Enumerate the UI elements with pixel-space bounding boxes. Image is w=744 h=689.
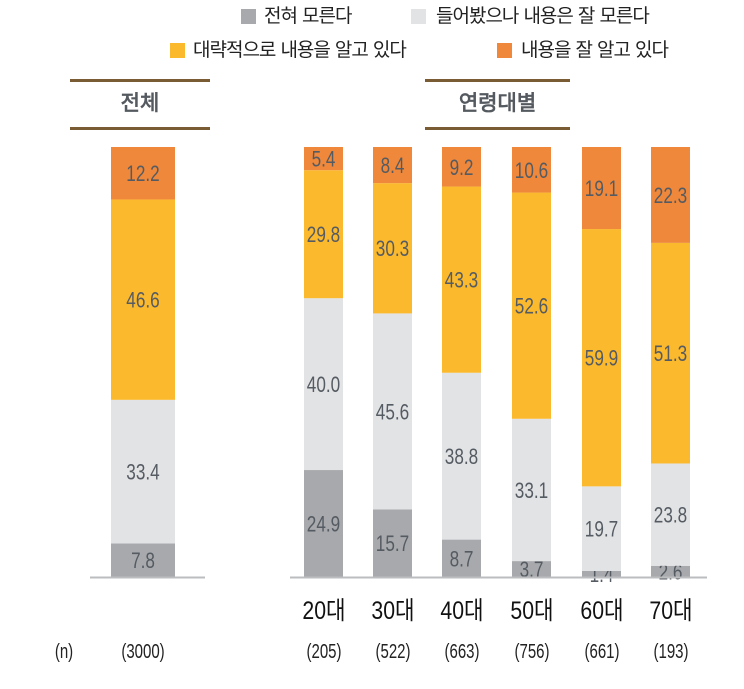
bar-segment: [304, 147, 343, 171]
bar-segment: [512, 418, 551, 562]
legend-swatch-0: [241, 9, 256, 24]
n-value: (205): [305, 641, 342, 663]
bar-segment: [651, 463, 690, 566]
value-label: 19.1: [585, 177, 618, 202]
bar-segment: [442, 539, 481, 577]
value-label: 10.6: [515, 159, 548, 184]
age-header-rule-top: [425, 79, 570, 82]
value-label: 23.8: [654, 504, 687, 529]
value-label: 52.6: [515, 295, 548, 320]
bar-segment: [373, 313, 412, 510]
bar-segment: [651, 565, 690, 577]
bar-segment: [582, 147, 621, 230]
bar-segment: [373, 183, 412, 314]
value-label: 40.0: [307, 373, 340, 398]
category-label: 50대: [509, 597, 554, 625]
bar-segment: [304, 170, 343, 299]
legend-label-2: 대략적으로 내용을 알고 있다: [193, 39, 407, 61]
value-label: 12.2: [126, 162, 159, 187]
legend-label-0: 전혀 모른다: [264, 5, 352, 27]
bar-segment: [512, 147, 551, 193]
age-header-rule-bottom: [425, 127, 570, 130]
n-value: (522): [374, 641, 411, 663]
value-label: 38.8: [445, 445, 478, 470]
value-label: 30.3: [376, 237, 409, 262]
value-label: 15.7: [376, 532, 409, 557]
value-label: 59.9: [585, 347, 618, 372]
bar-segment: [111, 543, 175, 577]
value-label: 51.3: [654, 342, 687, 367]
bar-segment: [373, 509, 412, 577]
n-value: (3000): [121, 641, 165, 663]
category-label: 20대: [301, 597, 346, 625]
bar-segment: [442, 147, 481, 187]
value-label: 43.3: [445, 269, 478, 294]
value-label: 3.7: [520, 558, 544, 583]
bar-segment: [582, 229, 621, 487]
value-label: 7.8: [131, 549, 155, 574]
bar-segment: [582, 570, 621, 577]
category-label: 40대: [439, 597, 484, 625]
bar-segment: [512, 561, 551, 577]
value-label: 8.7: [450, 547, 474, 572]
bar-segment: [304, 298, 343, 471]
bar-segment: [111, 399, 175, 544]
legend-swatch-1: [411, 9, 426, 24]
value-label: 22.3: [654, 184, 687, 209]
value-label: 33.4: [126, 461, 159, 486]
value-label: 19.7: [585, 518, 618, 543]
category-label: 30대: [370, 597, 415, 625]
bar-segment: [111, 199, 175, 400]
value-label: 5.4: [312, 148, 336, 173]
n-value: (663): [443, 641, 480, 663]
value-label: 33.1: [515, 479, 548, 504]
n-label: (n): [54, 641, 74, 663]
value-label: 29.8: [307, 223, 340, 248]
value-label: 2.6: [659, 560, 683, 585]
value-label: 45.6: [376, 400, 409, 425]
n-value: (661): [583, 641, 620, 663]
bar-segment: [111, 147, 175, 200]
value-label: 46.6: [126, 289, 159, 314]
bar-segment: [582, 486, 621, 571]
total-header: 전체: [120, 91, 160, 115]
bar-segment: [373, 147, 412, 184]
bar-segment: [512, 192, 551, 419]
total-header-rule-bottom: [70, 127, 210, 130]
category-label: 60대: [579, 597, 624, 625]
bar-segment: [651, 147, 690, 243]
legend-swatch-3: [497, 43, 512, 58]
legend-label-1: 들어봤으나 내용은 잘 모른다: [436, 5, 650, 27]
bar-segment: [304, 470, 343, 577]
age-header: 연령대별: [458, 91, 537, 115]
bar-segment: [442, 372, 481, 540]
n-value: (193): [652, 641, 689, 663]
category-label: 70대: [648, 597, 693, 625]
value-label: 8.4: [381, 154, 405, 179]
legend-label-3: 내용을 잘 알고 있다: [521, 39, 669, 61]
bar-segment: [442, 186, 481, 373]
bar-segment: [651, 242, 690, 464]
total-header-rule-top: [70, 79, 210, 82]
legend-swatch-2: [170, 43, 185, 58]
n-value: (756): [513, 641, 550, 663]
value-label: 9.2: [450, 156, 474, 181]
value-label: 24.9: [307, 513, 340, 538]
